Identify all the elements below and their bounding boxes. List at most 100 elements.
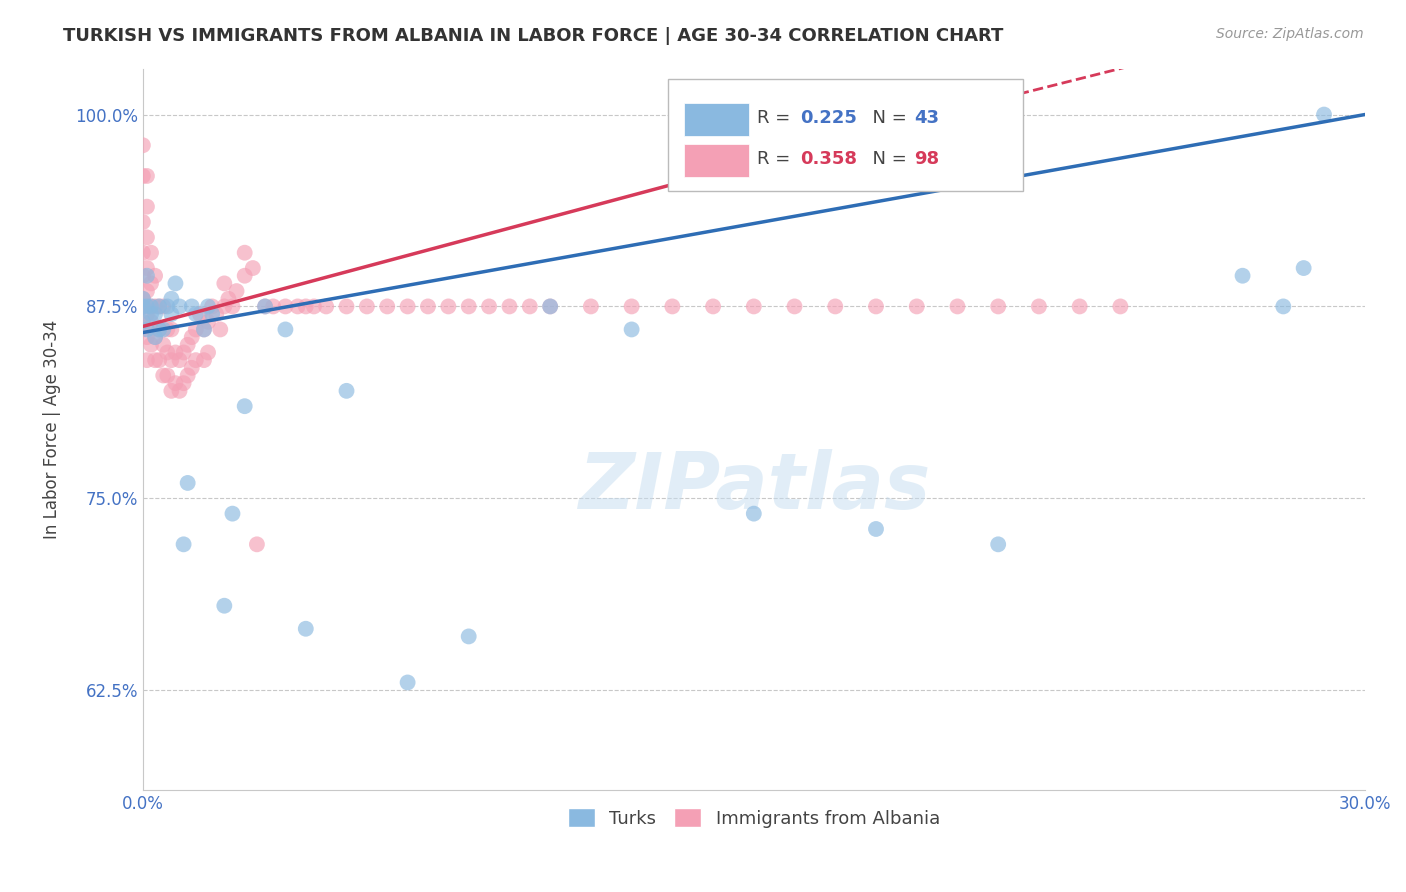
Point (209, 322, 232, 336)
Point (160, 292, 183, 306)
Point (132, 169, 155, 183)
Point (143, 353, 166, 368)
Point (498, 300, 520, 314)
Point (356, 300, 378, 314)
Point (184, 307, 207, 321)
Point (1313, 107, 1336, 121)
Point (1292, 261, 1315, 276)
Point (946, 300, 969, 314)
Point (225, 284, 247, 298)
Point (132, 292, 155, 306)
Point (197, 345, 219, 359)
Point (783, 300, 806, 314)
Point (156, 368, 179, 383)
Point (478, 300, 501, 314)
FancyBboxPatch shape (668, 79, 1022, 191)
Point (396, 300, 419, 314)
Point (156, 345, 179, 359)
Point (538, 300, 561, 314)
Point (136, 284, 159, 298)
Point (180, 330, 202, 344)
Point (335, 384, 357, 398)
Point (233, 399, 256, 413)
Point (214, 599, 236, 613)
Point (136, 261, 159, 276)
Point (824, 300, 846, 314)
Point (205, 307, 228, 321)
Point (180, 360, 202, 375)
Point (160, 322, 183, 336)
Point (136, 330, 159, 344)
Text: TURKISH VS IMMIGRANTS FROM ALBANIA IN LABOR FORCE | AGE 30-34 CORRELATION CHART: TURKISH VS IMMIGRANTS FROM ALBANIA IN LA… (63, 27, 1004, 45)
Point (136, 322, 159, 336)
Point (620, 322, 643, 336)
Point (136, 307, 159, 321)
Point (173, 537, 195, 551)
Point (294, 300, 316, 314)
Point (160, 384, 183, 398)
Point (702, 300, 724, 314)
Point (148, 300, 170, 314)
Point (294, 622, 316, 636)
Point (233, 245, 256, 260)
Point (184, 353, 207, 368)
Point (375, 300, 398, 314)
Text: 0.225: 0.225 (800, 109, 858, 127)
Point (176, 338, 198, 352)
Text: N =: N = (862, 150, 912, 168)
Point (143, 330, 166, 344)
Point (274, 322, 297, 336)
Point (416, 300, 439, 314)
Point (136, 268, 159, 283)
Point (302, 300, 325, 314)
Point (152, 300, 174, 314)
Point (156, 322, 179, 336)
Point (437, 300, 460, 314)
Point (193, 353, 215, 368)
Point (143, 300, 166, 314)
Point (152, 322, 174, 336)
Text: 0.358: 0.358 (800, 150, 858, 168)
Point (160, 353, 183, 368)
Point (173, 345, 195, 359)
Point (214, 277, 236, 291)
Point (254, 300, 277, 314)
Point (579, 300, 602, 314)
Point (742, 507, 765, 521)
Point (139, 338, 162, 352)
Point (1272, 300, 1295, 314)
Point (254, 300, 277, 314)
Point (233, 268, 256, 283)
Point (143, 330, 166, 344)
Point (987, 537, 1010, 551)
Point (193, 322, 215, 336)
Point (169, 300, 191, 314)
Point (136, 230, 159, 244)
Point (180, 300, 202, 314)
Point (169, 384, 191, 398)
Point (132, 268, 155, 283)
Point (201, 307, 224, 321)
Point (274, 300, 297, 314)
Legend: Turks, Immigrants from Albania: Turks, Immigrants from Albania (561, 801, 948, 835)
Point (160, 307, 183, 321)
Point (1028, 300, 1050, 314)
Point (148, 322, 170, 336)
Point (242, 261, 264, 276)
Point (905, 300, 928, 314)
Point (169, 353, 191, 368)
Point (139, 277, 162, 291)
Point (136, 300, 159, 314)
Point (176, 475, 198, 490)
Point (742, 300, 765, 314)
Point (176, 368, 198, 383)
Point (457, 629, 479, 643)
Point (132, 322, 155, 336)
Text: N =: N = (862, 109, 912, 127)
Point (661, 300, 683, 314)
Point (201, 300, 224, 314)
FancyBboxPatch shape (685, 103, 749, 136)
Point (139, 300, 162, 314)
Point (132, 300, 155, 314)
Point (538, 300, 561, 314)
